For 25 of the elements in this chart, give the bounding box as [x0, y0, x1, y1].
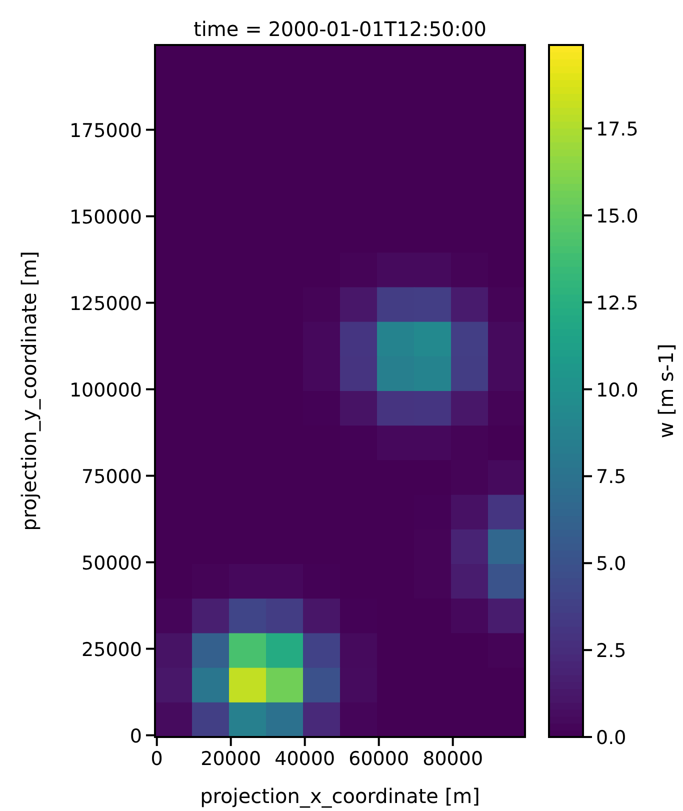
- x-tick-label: 0: [150, 748, 163, 770]
- color-bar-label: 15.0: [596, 205, 638, 228]
- color-bar-label: 17.5: [596, 118, 638, 140]
- chart-title: time = 2000-01-01T12:50:00: [194, 17, 486, 41]
- y-tick-label: 125000: [69, 292, 142, 315]
- y-tick-label: 150000: [69, 206, 142, 228]
- color-bar-label: 12.5: [596, 292, 638, 314]
- color-bar-label: 5.0: [596, 553, 626, 576]
- y-tick-label: 0: [130, 725, 142, 748]
- x-tick-label: 20000: [200, 748, 262, 770]
- color-bar-label: 0.0: [596, 727, 626, 749]
- y-tick-label: 50000: [82, 552, 142, 574]
- x-axis-title: projection_x_coordinate [m]: [200, 784, 480, 808]
- y-tick-label: 25000: [82, 638, 142, 661]
- color-bar-label: 2.5: [596, 640, 626, 662]
- x-tick-label: 40000: [274, 748, 336, 770]
- y-tick-label: 100000: [69, 379, 142, 402]
- y-axis-title: projection_y_coordinate [m]: [17, 251, 41, 531]
- y-tick-label: 175000: [69, 120, 142, 142]
- y-tick-label: 75000: [82, 466, 142, 488]
- color-bar-title: w [m s-1]: [654, 344, 678, 438]
- color-bar-label: 7.5: [596, 466, 626, 488]
- color-bar-label: 10.0: [596, 379, 638, 402]
- x-tick-label: 80000: [422, 748, 484, 770]
- x-tick-label: 60000: [348, 748, 410, 770]
